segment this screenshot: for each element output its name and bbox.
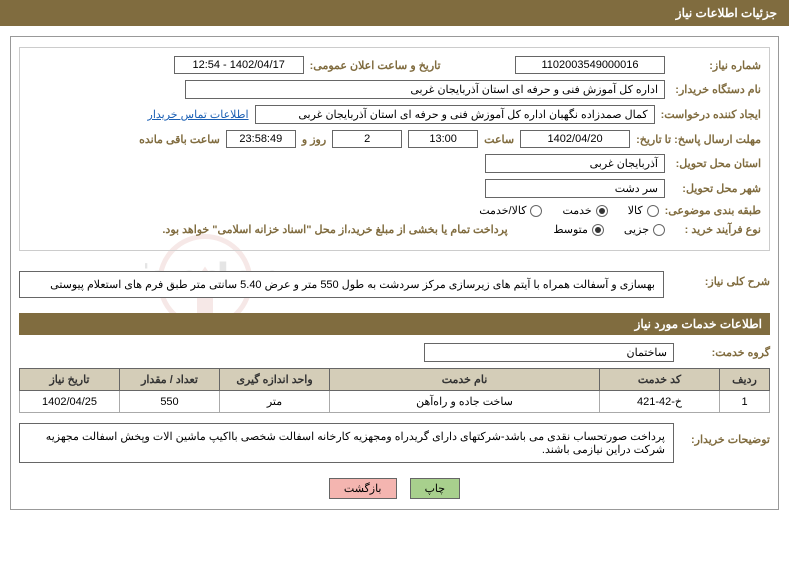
- countdown-value: 23:58:49: [226, 130, 296, 148]
- radio-kala-khadmat-label: کالا/خدمت: [479, 204, 526, 217]
- purchase-type-label: نوع فرآیند خرید :: [671, 223, 761, 236]
- radio-motavaset: متوسط: [553, 223, 604, 236]
- services-section-header: اطلاعات خدمات مورد نیاز: [19, 313, 770, 335]
- radio-kala-label: کالا: [628, 204, 643, 217]
- need-summary-value: بهسازی و آسفالت همراه با آیتم های زیرساز…: [19, 271, 664, 298]
- deadline-time-value: 13:00: [408, 130, 478, 148]
- td-service-name: ساخت جاده و راه‌آهن: [330, 391, 600, 413]
- days-count-value: 2: [332, 130, 402, 148]
- payment-note: پرداخت تمام یا بخشی از مبلغ خرید،از محل …: [162, 223, 507, 236]
- service-group-value: ساختمان: [424, 343, 674, 362]
- subject-class-label: طبقه بندی موضوعی:: [665, 204, 761, 217]
- announce-date-value: 1402/04/17 - 12:54: [174, 56, 304, 74]
- need-summary-label: شرح کلی نیاز:: [680, 275, 770, 288]
- radio-khadmat-label: خدمت: [562, 204, 591, 217]
- th-row: ردیف: [720, 369, 770, 391]
- th-qty: تعداد / مقدار: [120, 369, 220, 391]
- requester-label: ایجاد کننده درخواست:: [661, 108, 761, 121]
- radio-kala: کالا: [628, 204, 659, 217]
- radio-motavaset-label: متوسط: [553, 223, 588, 236]
- radio-jozi: جزیی: [624, 223, 665, 236]
- table-row: 1 خ-42-421 ساخت جاده و راه‌آهن متر 550 1…: [20, 391, 770, 413]
- delivery-city-label: شهر محل تحویل:: [671, 182, 761, 195]
- radio-icon: [592, 224, 604, 236]
- buyer-notes-label: توضیحات خریدار:: [680, 433, 770, 446]
- page-title: جزئیات اطلاعات نیاز: [676, 6, 777, 20]
- services-table: ردیف کد خدمت نام خدمت واحد اندازه گیری ت…: [19, 368, 770, 413]
- radio-icon: [653, 224, 665, 236]
- main-container: شماره نیاز: 1102003549000016 تاریخ و ساع…: [10, 36, 779, 510]
- print-button[interactable]: چاپ: [410, 478, 461, 499]
- back-button[interactable]: بازگشت: [329, 478, 397, 499]
- deadline-date-value: 1402/04/20: [520, 130, 630, 148]
- radio-icon: [647, 205, 659, 217]
- th-unit: واحد اندازه گیری: [220, 369, 330, 391]
- radio-kala-khadmat: کالا/خدمت: [479, 204, 542, 217]
- delivery-province-value: آذربایجان غربی: [485, 154, 665, 173]
- remaining-label: ساعت باقی مانده: [139, 133, 220, 146]
- need-number-value: 1102003549000016: [515, 56, 665, 74]
- deadline-label: مهلت ارسال پاسخ: تا تاریخ:: [636, 133, 761, 146]
- need-number-label: شماره نیاز:: [671, 59, 761, 72]
- th-service-code: کد خدمت: [600, 369, 720, 391]
- requester-value: کمال صمدزاده نگهبان اداره کل آموزش فنی و…: [255, 105, 655, 124]
- radio-icon: [596, 205, 608, 217]
- delivery-city-value: سر دشت: [485, 179, 665, 198]
- th-need-date: تاریخ نیاز: [20, 369, 120, 391]
- buyer-contact-link[interactable]: اطلاعات تماس خریدار: [148, 108, 249, 121]
- td-qty: 550: [120, 391, 220, 413]
- service-group-label: گروه خدمت:: [680, 346, 770, 359]
- radio-icon: [530, 205, 542, 217]
- buyer-org-label: نام دستگاه خریدار:: [671, 83, 761, 96]
- time-label: ساعت: [484, 133, 514, 146]
- announce-date-label: تاریخ و ساعت اعلان عمومی:: [310, 59, 441, 72]
- days-and-label: روز و: [302, 133, 326, 146]
- buyer-org-value: اداره کل آموزش فنی و حرفه ای استان آذربا…: [185, 80, 665, 99]
- delivery-province-label: استان محل تحویل:: [671, 157, 761, 170]
- page-header: جزئیات اطلاعات نیاز: [0, 0, 789, 26]
- td-unit: متر: [220, 391, 330, 413]
- td-row: 1: [720, 391, 770, 413]
- info-box: شماره نیاز: 1102003549000016 تاریخ و ساع…: [19, 47, 770, 251]
- radio-jozi-label: جزیی: [624, 223, 649, 236]
- radio-khadmat: خدمت: [562, 204, 607, 217]
- td-service-code: خ-42-421: [600, 391, 720, 413]
- th-service-name: نام خدمت: [330, 369, 600, 391]
- td-need-date: 1402/04/25: [20, 391, 120, 413]
- buyer-notes-value: پرداخت صورتحساب نقدی می باشد-شرکتهای دار…: [19, 423, 674, 463]
